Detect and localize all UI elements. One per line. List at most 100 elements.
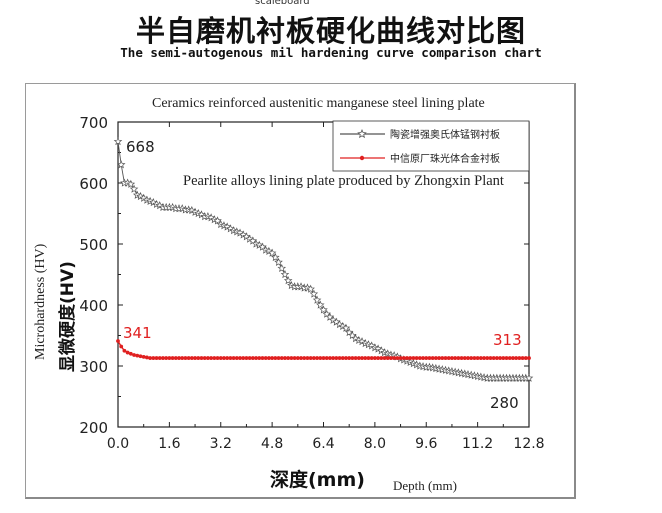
- data-point: [215, 356, 220, 360]
- data-point: [408, 356, 413, 360]
- data-point: [520, 356, 525, 360]
- data-point: [341, 323, 351, 332]
- data-point: [414, 356, 419, 360]
- data-point: [514, 356, 519, 360]
- data-point: [305, 356, 310, 360]
- x-tick-label: 0.0: [107, 436, 129, 452]
- data-point: [466, 356, 470, 360]
- data-point: [164, 356, 169, 360]
- y-axis-title-cn: 显微硬度(HV): [57, 261, 78, 372]
- data-point: [135, 353, 140, 358]
- data-point: [366, 356, 371, 360]
- data-point: [523, 356, 528, 360]
- legend-marker: [359, 155, 365, 161]
- data-point: [247, 356, 252, 360]
- data-point: [517, 356, 522, 360]
- legend-box: [332, 120, 530, 172]
- x-tick-label: 8.0: [364, 436, 386, 452]
- data-point: [289, 356, 294, 360]
- data-point: [270, 356, 275, 360]
- data-point: [173, 356, 178, 360]
- data-point: [276, 356, 281, 360]
- y-tick-label: 300: [79, 358, 108, 376]
- data-point: [183, 356, 188, 360]
- chart-title-en: The semi-autogenous mil hardening curve …: [120, 45, 542, 60]
- data-point: [189, 356, 194, 360]
- data-point: [462, 356, 467, 360]
- data-point: [279, 356, 284, 360]
- y-tick-label: 400: [79, 297, 108, 315]
- data-point: [157, 356, 162, 360]
- y-tick-label: 700: [79, 114, 108, 132]
- data-point: [511, 356, 515, 360]
- data-point: [318, 356, 323, 360]
- data-point: [344, 356, 348, 360]
- data-point: [524, 373, 534, 382]
- data-point: [263, 356, 268, 360]
- data-point: [148, 356, 153, 360]
- x-tick-label: 12.8: [513, 436, 544, 452]
- data-point: [213, 216, 222, 225]
- data-point: [299, 356, 303, 360]
- data-label: 280: [490, 394, 519, 412]
- data-point: [324, 356, 329, 360]
- data-point: [472, 356, 477, 360]
- data-point: [498, 356, 503, 360]
- x-tick-label: 4.8: [261, 436, 283, 452]
- data-point: [340, 356, 345, 360]
- data-point: [186, 356, 191, 360]
- data-point: [411, 356, 416, 360]
- data-point: [433, 356, 438, 360]
- data-point: [167, 356, 172, 360]
- data-point: [193, 356, 197, 360]
- data-point: [488, 356, 493, 360]
- data-point: [446, 356, 451, 360]
- data-point: [507, 356, 512, 360]
- data-point: [440, 356, 445, 360]
- series-line: [117, 340, 529, 359]
- data-point: [491, 356, 496, 360]
- data-point: [421, 356, 425, 360]
- data-point: [122, 348, 127, 353]
- data-point: [478, 356, 483, 360]
- data-point: [234, 356, 239, 360]
- data-point: [218, 356, 223, 360]
- legend-label: 陶瓷增强奥氏体锰钢衬板: [390, 128, 500, 141]
- data-point: [501, 356, 506, 360]
- data-point: [527, 356, 531, 360]
- data-point: [116, 339, 120, 343]
- data-point: [119, 344, 124, 349]
- scaleboard-label: scaleboard: [255, 0, 310, 7]
- data-point: [398, 356, 403, 360]
- data-point: [369, 356, 374, 360]
- data-point: [238, 356, 242, 360]
- data-point: [356, 356, 361, 360]
- data-point: [283, 276, 293, 285]
- data-point: [151, 356, 156, 360]
- data-point: [331, 356, 336, 360]
- data-point: [321, 356, 326, 360]
- data-point: [417, 356, 422, 360]
- x-tick-label: 11.2: [462, 436, 493, 452]
- data-point: [250, 356, 255, 360]
- data-point: [353, 356, 358, 360]
- legend-label: 中信原厂珠光体合金衬板: [390, 152, 500, 165]
- data-point: [292, 356, 297, 360]
- data-point: [244, 356, 249, 360]
- data-point: [161, 356, 165, 360]
- data-point: [389, 356, 393, 360]
- data-point: [113, 137, 123, 146]
- data-label: 313: [493, 331, 522, 349]
- axes: 200 300 400 500 600 700 0.0 1.6 3.2 4.8 6.4 8.0 9.6 1…: [79, 114, 544, 452]
- data-point: [347, 356, 352, 360]
- data-point: [228, 356, 233, 360]
- data-point: [212, 356, 217, 360]
- data-point: [443, 356, 448, 360]
- data-point: [379, 356, 384, 360]
- x-axis-title-en: Depth (mm): [393, 478, 457, 493]
- data-point: [129, 184, 139, 193]
- data-point: [267, 356, 271, 360]
